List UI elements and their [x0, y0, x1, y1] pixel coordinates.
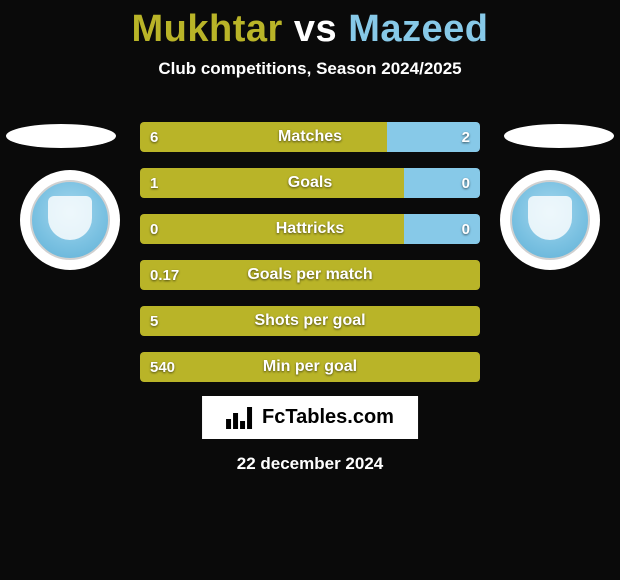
stat-bar-row: Goals per match0.17 — [140, 260, 480, 290]
stat-bar-left-value: 0 — [150, 214, 158, 244]
vs-text: vs — [294, 8, 337, 50]
comparison-title: Mukhtar vs Mazeed — [0, 0, 620, 51]
stat-bar-row: Hattricks0 0 — [140, 214, 480, 244]
stat-bar-left-value: 1 — [150, 168, 158, 198]
stat-bar-label: Shots per goal — [140, 306, 480, 336]
club-badge-icon — [30, 180, 110, 260]
stat-bars-container: Matches62Goals10Hattricks00Goals per mat… — [140, 122, 480, 398]
player2-name: Mazeed — [348, 8, 488, 50]
stat-bar-label: Matches — [140, 122, 480, 152]
stat-bar-right-value: 0 — [462, 214, 470, 244]
stat-bar-left-value: 6 — [150, 122, 158, 152]
player1-shadow-ellipse — [6, 124, 116, 148]
stat-bar-label: Min per goal — [140, 352, 480, 382]
stat-bar-right-value: 2 — [462, 122, 470, 152]
stat-bar-left-value: 5 — [150, 306, 158, 336]
player2-shadow-ellipse — [504, 124, 614, 148]
brand-watermark: FcTables.com — [202, 396, 418, 439]
player1-club-badge — [20, 170, 120, 270]
player2-club-badge — [500, 170, 600, 270]
brand-chart-icon — [226, 407, 254, 429]
stat-bar-left-value: 0.17 — [150, 260, 179, 290]
stat-bar-row: Min per goal540 — [140, 352, 480, 382]
stat-bar-left-value: 540 — [150, 352, 175, 382]
stat-bar-label: Hattricks — [140, 214, 480, 244]
club-badge-icon — [510, 180, 590, 260]
brand-text: FcTables.com — [262, 406, 394, 429]
snapshot-date: 22 december 2024 — [0, 454, 620, 474]
player1-name: Mukhtar — [132, 8, 283, 50]
stat-bar-row: Matches6 2 — [140, 122, 480, 152]
stat-bar-label: Goals — [140, 168, 480, 198]
subtitle: Club competitions, Season 2024/2025 — [0, 59, 620, 79]
stat-bar-right-value: 0 — [462, 168, 470, 198]
stat-bar-row: Goals1 0 — [140, 168, 480, 198]
stat-bar-row: Shots per goal5 — [140, 306, 480, 336]
stat-bar-label: Goals per match — [140, 260, 480, 290]
